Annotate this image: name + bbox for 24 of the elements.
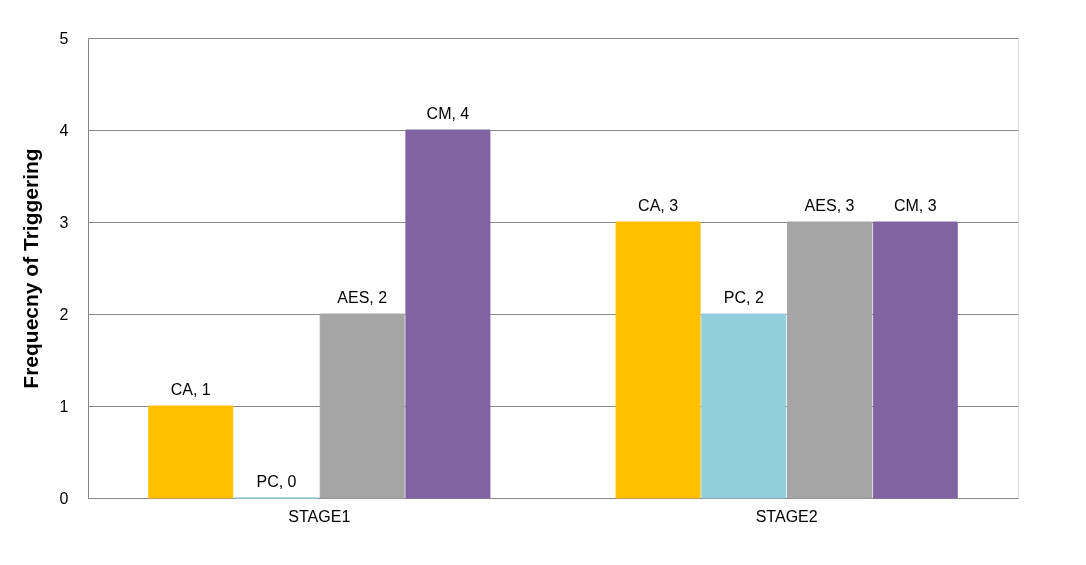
x-tick-label: STAGE1 <box>288 507 351 525</box>
bar <box>148 405 234 499</box>
y-tick-label: 0 <box>59 489 69 507</box>
y-tick-label: 5 <box>59 29 69 47</box>
y-tick-label: 2 <box>59 305 69 323</box>
bar <box>319 313 405 499</box>
data-label: CM, 3 <box>893 197 937 214</box>
y-tick-label: 4 <box>59 121 69 139</box>
data-label: AES, 3 <box>804 197 855 214</box>
data-label: CA, 3 <box>638 197 679 214</box>
bar <box>615 221 701 499</box>
x-tick-label: STAGE2 <box>755 507 818 525</box>
data-label: PC, 2 <box>723 289 764 306</box>
bar <box>405 129 491 499</box>
data-label: CM, 4 <box>426 105 470 122</box>
bar <box>872 221 958 499</box>
bar <box>701 313 787 499</box>
bar <box>787 221 873 499</box>
y-tick-label: 3 <box>59 213 69 231</box>
y-axis-title: Frequecny of Triggering <box>18 148 42 389</box>
data-label: AES, 2 <box>337 289 388 306</box>
y-tick-label: 1 <box>59 397 69 415</box>
data-label: PC, 0 <box>256 473 297 490</box>
data-label: CA, 1 <box>170 381 211 398</box>
